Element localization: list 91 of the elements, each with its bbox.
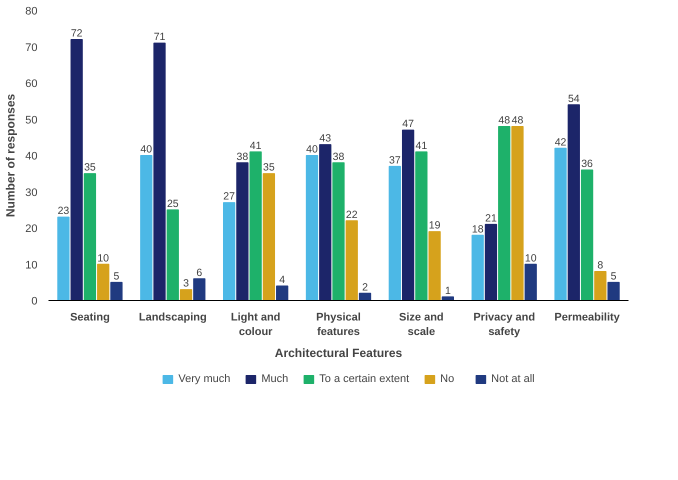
x-tick-label: Landscaping — [138, 312, 207, 324]
data-label: 5 — [114, 270, 120, 282]
x-axis-title: Architectural Features — [274, 346, 403, 360]
bar — [250, 151, 262, 300]
y-tick-label: 80 — [25, 6, 38, 18]
bar — [193, 278, 206, 300]
data-label: 18 — [472, 223, 484, 236]
x-tick-label: Size and scale — [399, 312, 444, 338]
data-label: 38 — [332, 150, 344, 163]
legend-label: Not at all — [491, 373, 535, 385]
data-label: 10 — [524, 252, 537, 264]
bar — [346, 220, 358, 300]
data-label: 48 — [498, 114, 510, 126]
y-tick-label: 50 — [25, 114, 38, 126]
y-tick-label: 40 — [25, 150, 38, 162]
x-tick-label: Privacy and safety — [473, 312, 536, 338]
data-label: 38 — [236, 150, 248, 163]
bar — [84, 173, 96, 300]
data-label: 22 — [346, 208, 358, 221]
data-label: 23 — [58, 205, 70, 218]
x-tick-label: Permeability — [554, 312, 621, 324]
y-tick-label: 60 — [25, 78, 38, 90]
data-label: 19 — [428, 220, 441, 232]
bar — [319, 144, 332, 300]
bar — [594, 271, 606, 300]
bar — [236, 162, 249, 300]
data-label: 35 — [263, 162, 275, 174]
data-label: 48 — [512, 114, 524, 126]
data-label: 41 — [416, 140, 428, 152]
data-label: 25 — [166, 198, 179, 210]
bar — [276, 286, 288, 300]
data-label: 8 — [597, 260, 604, 272]
data-label: 1 — [444, 284, 451, 297]
data-label: 27 — [223, 190, 236, 203]
x-tick-label: Physical features — [316, 312, 361, 338]
data-label: 35 — [84, 162, 96, 174]
bar — [511, 126, 524, 300]
data-label: 6 — [196, 266, 202, 279]
data-label: 43 — [319, 132, 332, 145]
data-label: 10 — [97, 252, 110, 264]
bar — [166, 209, 179, 300]
bar — [402, 130, 414, 300]
data-label: 4 — [279, 274, 286, 286]
bar — [332, 162, 345, 300]
bar — [180, 289, 192, 300]
bar — [140, 155, 152, 300]
y-tick-label: 70 — [25, 42, 38, 54]
data-label: 5 — [610, 270, 617, 282]
bar — [97, 264, 110, 300]
bar — [472, 234, 484, 300]
y-tick-label: 20 — [25, 223, 38, 235]
data-label: 3 — [183, 278, 190, 290]
y-tick-label: 0 — [31, 296, 38, 308]
data-label: 42 — [554, 136, 567, 148]
y-axis-title: Number of responses — [3, 93, 18, 218]
bar — [57, 216, 70, 300]
bar — [110, 282, 123, 300]
bar — [153, 42, 166, 300]
data-label: 40 — [306, 144, 318, 156]
data-label: 37 — [389, 154, 401, 166]
data-label: 40 — [140, 144, 152, 156]
x-tick-label: Seating — [70, 312, 110, 324]
data-label: 71 — [154, 31, 166, 44]
bar — [554, 148, 567, 300]
y-tick-label: 30 — [25, 186, 38, 199]
bar — [306, 155, 318, 300]
data-label: 72 — [70, 28, 83, 40]
data-label: 2 — [362, 281, 368, 294]
bar — [388, 166, 401, 300]
bar — [568, 104, 580, 300]
bar — [415, 151, 428, 300]
bar — [498, 126, 510, 300]
y-tick-label: 10 — [25, 259, 38, 272]
bar — [524, 264, 537, 300]
data-label: 21 — [485, 212, 497, 224]
x-tick-label: Light and colour — [230, 312, 280, 338]
bar — [607, 282, 620, 300]
bar — [484, 224, 498, 300]
bar — [222, 202, 236, 300]
legend-label: Much — [261, 373, 288, 385]
legend-label: No — [440, 373, 456, 385]
bar — [70, 39, 83, 300]
data-label: 47 — [402, 118, 414, 130]
bar — [580, 170, 594, 300]
legend-label: Very much — [178, 373, 230, 385]
bar — [262, 173, 276, 300]
data-label: 54 — [568, 92, 580, 105]
data-label: 36 — [581, 158, 594, 170]
legend-label: To a certain extent — [319, 373, 410, 385]
bar — [428, 231, 441, 300]
data-label: 41 — [250, 140, 262, 152]
